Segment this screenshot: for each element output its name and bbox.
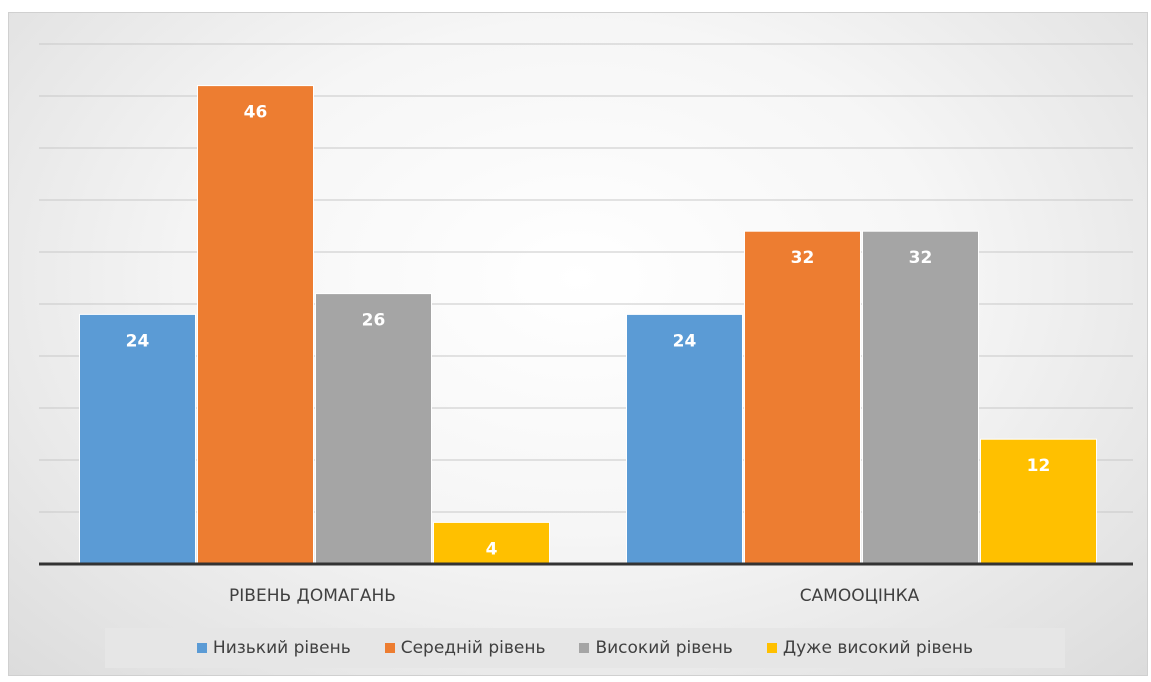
legend-swatch <box>196 643 207 653</box>
bar <box>626 313 743 565</box>
legend-item: Низький рівень <box>196 638 351 658</box>
bar <box>433 521 550 565</box>
legend-label: Середній рівень <box>400 638 546 658</box>
legend-item: Дуже високий рівень <box>766 638 974 658</box>
category-label: САМООЦІНКА <box>800 586 920 606</box>
legend-swatch <box>579 643 590 653</box>
bar-value-label: 24 <box>673 331 697 351</box>
chart-area: 24 46 26 4 24 32 32 12 РІВЕНЬ ДОМАГАНЬ САМООЦІНК… <box>8 12 1148 676</box>
legend-label: Низький рівень <box>212 638 351 658</box>
legend: Низький рівень Середній рівень Високий рів… <box>105 628 1065 668</box>
category-labels: РІВЕНЬ ДОМАГАНЬ САМООЦІНКА <box>229 586 920 606</box>
bar-value-label: 4 <box>486 539 498 559</box>
bar-value-label: 24 <box>126 331 150 351</box>
bar-value-label: 12 <box>1027 456 1051 476</box>
bar-value-label: 46 <box>244 103 268 123</box>
bar-value-label: 32 <box>909 248 933 268</box>
legend-swatch <box>384 643 395 653</box>
bars-group: 24 46 26 4 24 32 32 12 <box>79 85 1097 565</box>
bar <box>980 438 1097 565</box>
bar <box>315 293 432 565</box>
bar <box>79 313 196 565</box>
bar-value-label: 26 <box>362 311 386 331</box>
legend-label: Дуже високий рівень <box>782 638 974 658</box>
category-label: РІВЕНЬ ДОМАГАНЬ <box>229 586 396 606</box>
legend-label: Високий рівень <box>595 638 733 658</box>
legend-item: Високий рівень <box>579 638 733 658</box>
bar <box>744 230 861 565</box>
bar <box>862 230 979 565</box>
bar-value-label: 32 <box>791 248 815 268</box>
legend-item: Середній рівень <box>384 638 546 658</box>
bar <box>197 85 314 565</box>
legend-swatch <box>766 643 777 653</box>
